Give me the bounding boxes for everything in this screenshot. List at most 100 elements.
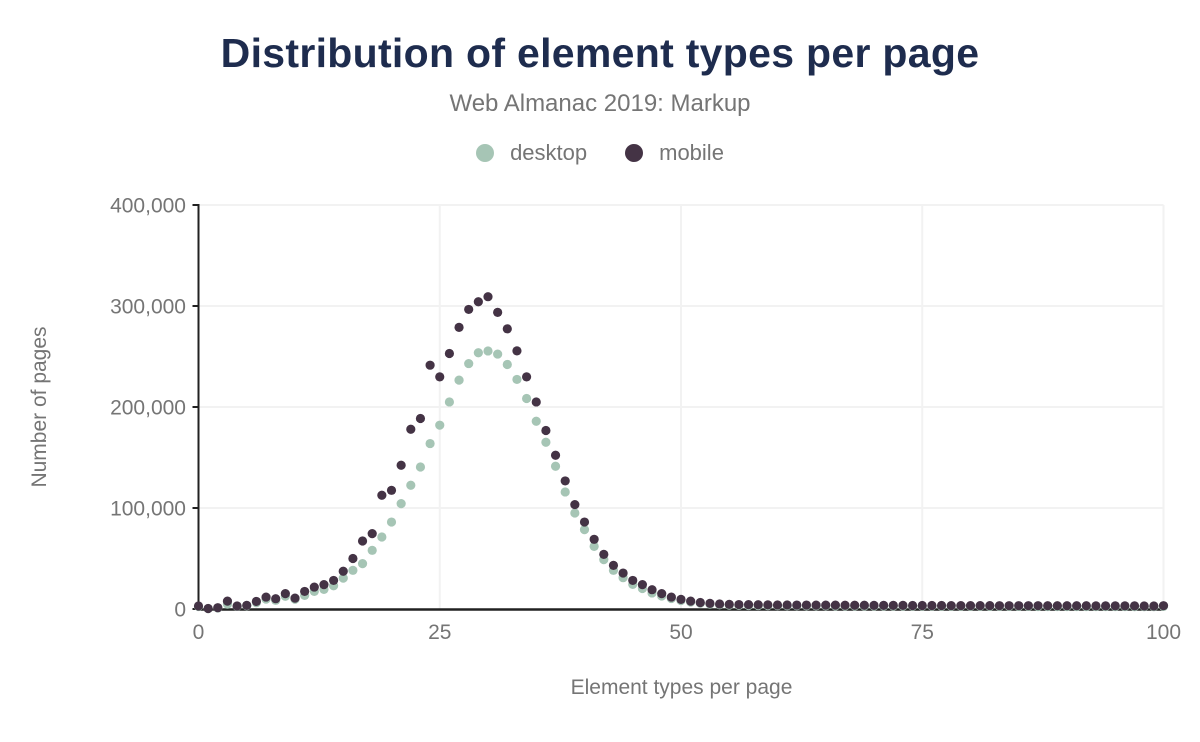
- mobile-data-point[interactable]: [570, 499, 580, 510]
- desktop-data-point[interactable]: [541, 437, 551, 447]
- mobile-data-point[interactable]: [666, 592, 676, 602]
- mobile-data-point[interactable]: [560, 476, 570, 486]
- mobile-data-point[interactable]: [1072, 601, 1082, 611]
- mobile-data-point[interactable]: [994, 601, 1005, 611]
- mobile-data-point[interactable]: [763, 600, 773, 610]
- mobile-data-point[interactable]: [541, 425, 551, 436]
- desktop-data-point[interactable]: [550, 461, 561, 471]
- desktop-data-point[interactable]: [579, 525, 590, 535]
- mobile-data-point[interactable]: [348, 553, 358, 564]
- mobile-data-point[interactable]: [1004, 601, 1014, 611]
- desktop-data-point[interactable]: [454, 375, 464, 385]
- mobile-data-point[interactable]: [531, 397, 541, 407]
- mobile-data-point[interactable]: [338, 566, 348, 576]
- mobile-data-point[interactable]: [1062, 601, 1072, 611]
- mobile-data-point[interactable]: [444, 348, 454, 359]
- desktop-data-point[interactable]: [435, 420, 445, 430]
- desktop-data-point[interactable]: [522, 393, 532, 404]
- mobile-data-point[interactable]: [522, 372, 532, 382]
- mobile-data-point[interactable]: [686, 596, 696, 606]
- desktop-data-point[interactable]: [473, 348, 483, 358]
- mobile-data-point[interactable]: [454, 322, 464, 333]
- mobile-data-point[interactable]: [222, 596, 233, 606]
- mobile-data-point[interactable]: [1149, 601, 1159, 611]
- mobile-data-point[interactable]: [1120, 601, 1130, 611]
- desktop-data-point[interactable]: [377, 532, 387, 542]
- mobile-data-point[interactable]: [579, 517, 590, 527]
- mobile-data-point[interactable]: [917, 600, 927, 611]
- mobile-data-point[interactable]: [908, 600, 918, 611]
- desktop-data-point[interactable]: [348, 565, 358, 575]
- mobile-data-point[interactable]: [869, 600, 879, 610]
- desktop-data-point[interactable]: [406, 480, 416, 490]
- mobile-data-point[interactable]: [676, 594, 686, 605]
- mobile-data-point[interactable]: [724, 599, 734, 609]
- mobile-data-point[interactable]: [483, 292, 493, 302]
- mobile-data-point[interactable]: [473, 297, 483, 307]
- mobile-data-point[interactable]: [386, 485, 397, 495]
- mobile-data-point[interactable]: [493, 307, 503, 317]
- mobile-data-point[interactable]: [695, 597, 705, 608]
- mobile-data-point[interactable]: [280, 589, 290, 599]
- mobile-data-point[interactable]: [1158, 601, 1169, 611]
- desktop-data-point[interactable]: [386, 517, 397, 527]
- mobile-data-point[interactable]: [1014, 601, 1024, 611]
- desktop-data-point[interactable]: [493, 349, 503, 359]
- mobile-data-point[interactable]: [1081, 601, 1091, 611]
- mobile-data-point[interactable]: [801, 600, 812, 610]
- desktop-data-point[interactable]: [531, 416, 541, 426]
- mobile-data-point[interactable]: [657, 589, 667, 599]
- mobile-data-point[interactable]: [1052, 601, 1062, 611]
- desktop-data-point[interactable]: [502, 359, 512, 370]
- mobile-data-point[interactable]: [956, 600, 966, 611]
- mobile-data-point[interactable]: [1023, 601, 1033, 611]
- mobile-data-point[interactable]: [618, 568, 628, 578]
- desktop-data-point[interactable]: [367, 545, 377, 555]
- mobile-data-point[interactable]: [821, 600, 831, 610]
- desktop-data-point[interactable]: [560, 487, 570, 497]
- mobile-data-point[interactable]: [647, 585, 657, 595]
- mobile-data-point[interactable]: [946, 600, 956, 611]
- desktop-data-point[interactable]: [396, 499, 406, 509]
- mobile-data-point[interactable]: [608, 560, 619, 570]
- mobile-data-point[interactable]: [589, 534, 599, 544]
- mobile-data-point[interactable]: [715, 599, 725, 609]
- mobile-data-point[interactable]: [300, 586, 310, 597]
- mobile-data-point[interactable]: [850, 600, 860, 610]
- mobile-data-point[interactable]: [898, 600, 908, 610]
- mobile-data-point[interactable]: [753, 600, 763, 610]
- mobile-data-point[interactable]: [261, 592, 271, 602]
- mobile-data-point[interactable]: [550, 450, 561, 460]
- mobile-data-point[interactable]: [203, 603, 213, 614]
- desktop-data-point[interactable]: [444, 397, 454, 407]
- mobile-data-point[interactable]: [936, 600, 947, 611]
- mobile-data-point[interactable]: [357, 536, 368, 546]
- mobile-data-point[interactable]: [772, 600, 783, 610]
- mobile-data-point[interactable]: [1139, 601, 1149, 611]
- mobile-data-point[interactable]: [377, 490, 387, 500]
- mobile-data-point[interactable]: [213, 603, 223, 613]
- mobile-data-point[interactable]: [271, 594, 281, 604]
- mobile-data-point[interactable]: [830, 600, 841, 610]
- mobile-data-point[interactable]: [840, 600, 850, 610]
- desktop-data-point[interactable]: [425, 438, 435, 449]
- mobile-data-point[interactable]: [1129, 601, 1140, 611]
- mobile-data-point[interactable]: [309, 582, 319, 592]
- mobile-data-point[interactable]: [888, 600, 898, 610]
- mobile-data-point[interactable]: [232, 601, 242, 611]
- mobile-data-point[interactable]: [290, 593, 300, 603]
- mobile-data-point[interactable]: [367, 529, 377, 539]
- desktop-data-point[interactable]: [589, 541, 599, 551]
- legend-item-mobile[interactable]: mobile: [625, 142, 724, 164]
- mobile-data-point[interactable]: [965, 600, 976, 611]
- mobile-data-point[interactable]: [811, 600, 821, 610]
- mobile-data-point[interactable]: [1043, 601, 1053, 611]
- mobile-data-point[interactable]: [859, 600, 869, 610]
- mobile-data-point[interactable]: [319, 580, 329, 590]
- mobile-data-point[interactable]: [782, 600, 792, 610]
- mobile-data-point[interactable]: [927, 600, 937, 611]
- mobile-data-point[interactable]: [425, 360, 435, 370]
- mobile-data-point[interactable]: [734, 599, 744, 610]
- mobile-data-point[interactable]: [637, 580, 648, 590]
- mobile-data-point[interactable]: [435, 372, 445, 382]
